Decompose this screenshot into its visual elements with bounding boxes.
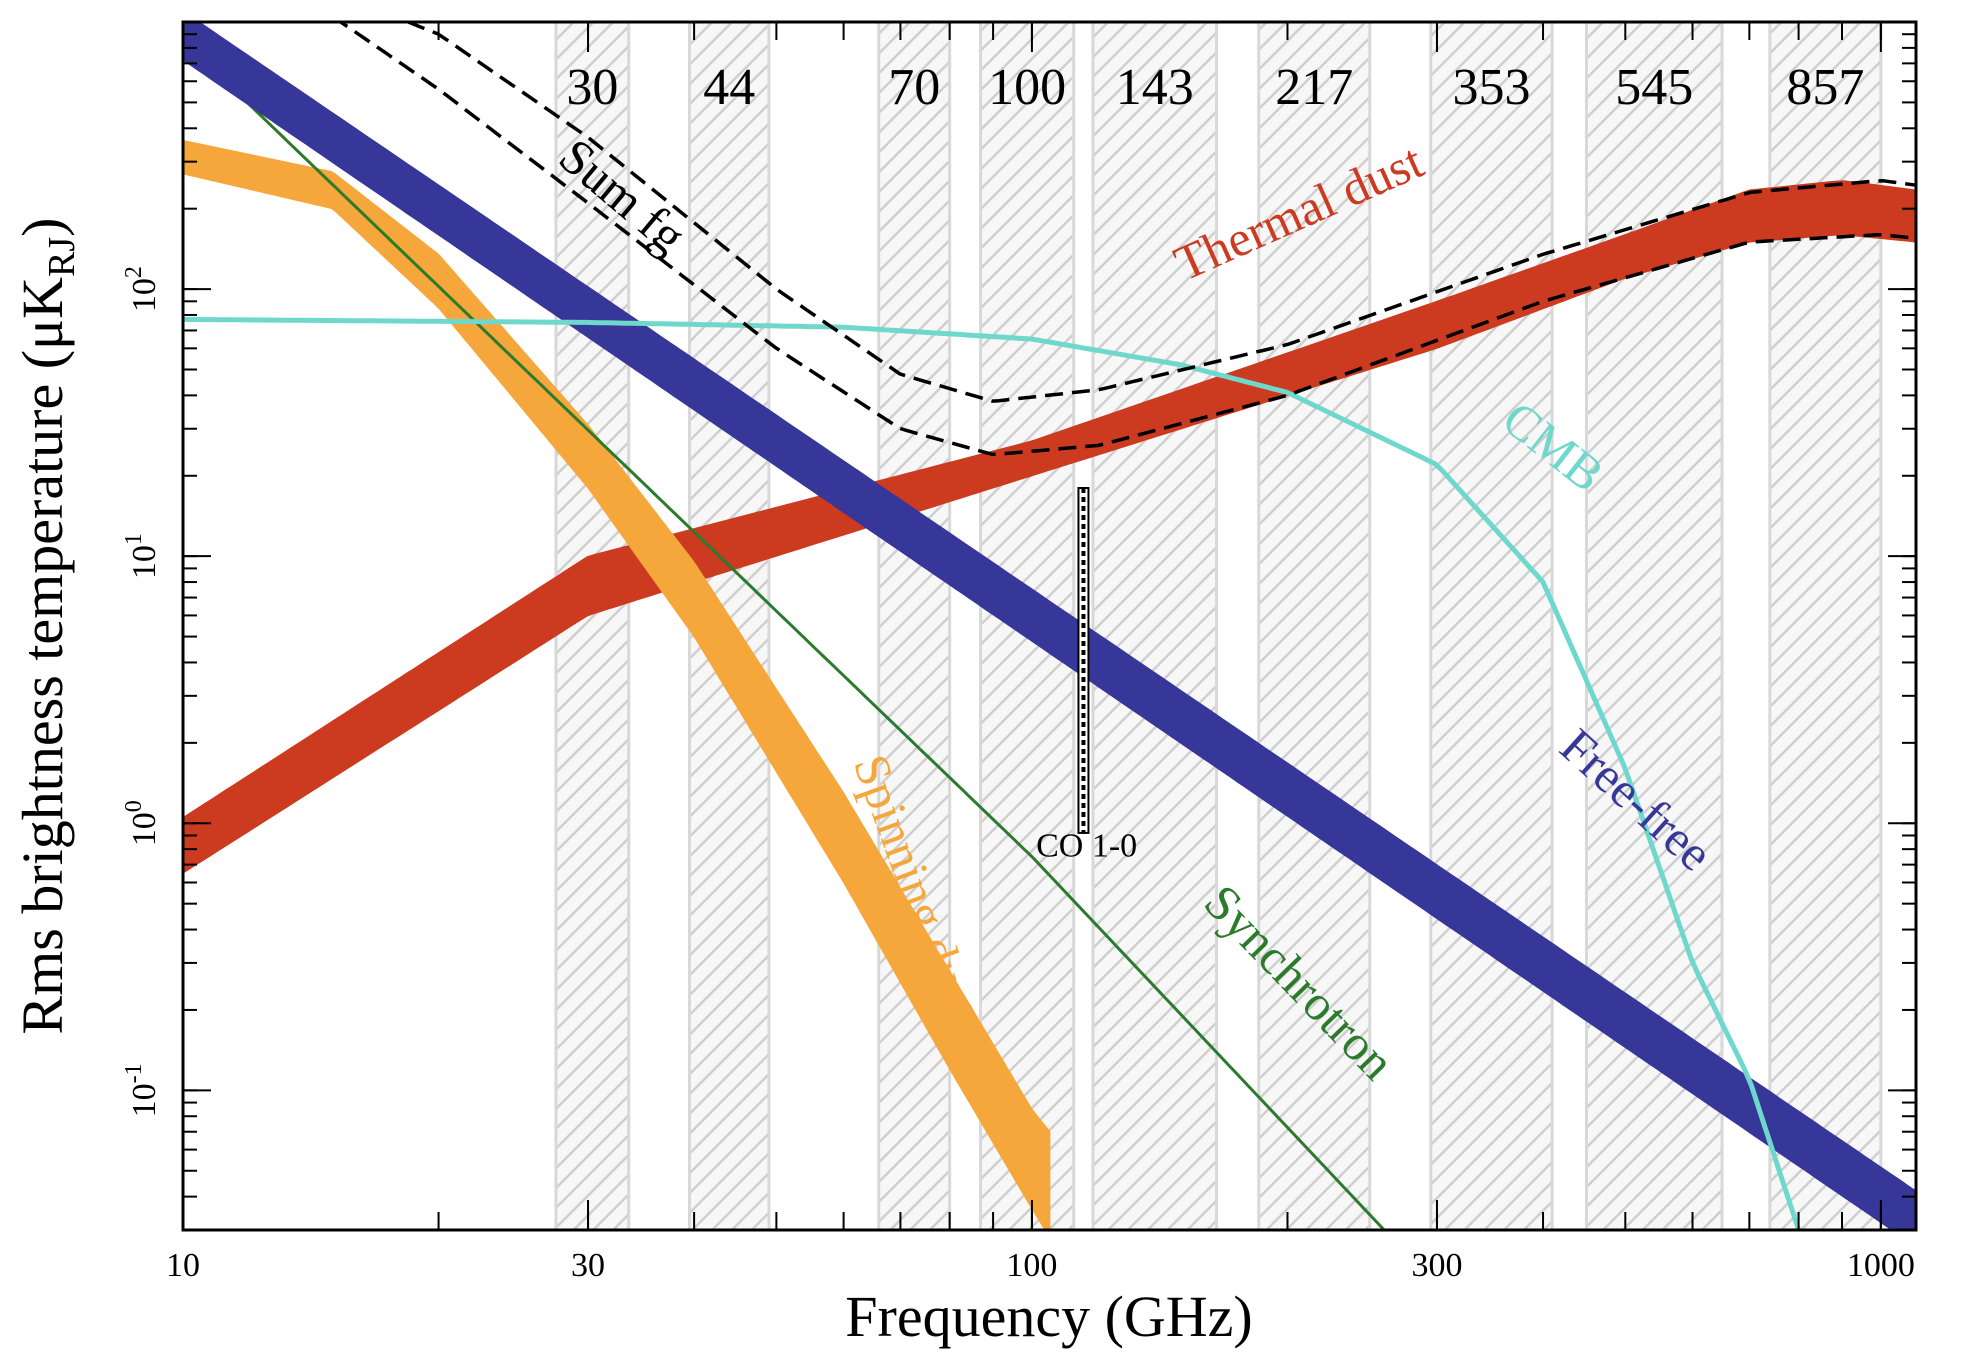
- cmb-line: [183, 316, 1801, 1230]
- band-label-44: 44: [703, 59, 755, 116]
- thermal-dust-band: [183, 180, 1916, 874]
- series-layer: [183, 22, 1916, 1230]
- x-axis-title: Frequency (GHz): [845, 1284, 1252, 1349]
- x-tick-label-300: 300: [1411, 1247, 1462, 1284]
- x-tick-label-100: 100: [1006, 1247, 1057, 1284]
- band-353: [1430, 22, 1553, 1230]
- band-label-30: 30: [566, 59, 618, 116]
- band-label-857: 857: [1786, 59, 1864, 116]
- y-axis-title-subscript: RJ: [41, 237, 83, 277]
- y-tick-label-10e-1: 10-1: [121, 1063, 163, 1117]
- band-143: [1092, 22, 1217, 1230]
- y-axis-title: Rms brightness temperature (μKRJ): [10, 217, 83, 1034]
- y-tick-exponent: 0: [121, 800, 147, 812]
- x-tick-label-1000: 1000: [1847, 1247, 1915, 1284]
- sum-fg-upper-dashed: [403, 22, 1916, 403]
- y-tick-base: 10: [126, 545, 163, 579]
- band-label-143: 143: [1116, 59, 1194, 116]
- band-label-100: 100: [988, 59, 1066, 116]
- co-1-0-label: CO 1-0: [1036, 828, 1137, 865]
- y-tick-label-10e2: 102: [121, 266, 163, 312]
- sum-fg-lower-dashed: [337, 22, 1916, 457]
- y-tick-exponent: -1: [121, 1063, 147, 1083]
- y-tick-label-10e0: 100: [121, 800, 163, 846]
- x-tick-label-30: 30: [571, 1247, 605, 1284]
- x-tick-label-10: 10: [166, 1247, 200, 1284]
- y-tick-base: 10: [126, 1083, 163, 1117]
- y-axis-title-close: ): [10, 217, 75, 236]
- band-label-545: 545: [1615, 59, 1693, 116]
- band-label-353: 353: [1452, 59, 1530, 116]
- y-tick-exponent: 2: [121, 266, 147, 278]
- y-tick-label-10e1: 101: [121, 533, 163, 579]
- band-217: [1258, 22, 1370, 1230]
- spinning-dust-band: [183, 139, 1051, 1230]
- plot-frame: [181, 20, 1918, 1232]
- y-tick-exponent: 1: [121, 533, 147, 545]
- band-label-217: 217: [1275, 59, 1353, 116]
- y-tick-base: 10: [126, 278, 163, 312]
- synchrotron-line: [183, 39, 1386, 1230]
- y-axis-title-main: Rms brightness temperature (μK: [10, 277, 75, 1035]
- y-tick-base: 10: [126, 812, 163, 846]
- band-label-70: 70: [888, 59, 940, 116]
